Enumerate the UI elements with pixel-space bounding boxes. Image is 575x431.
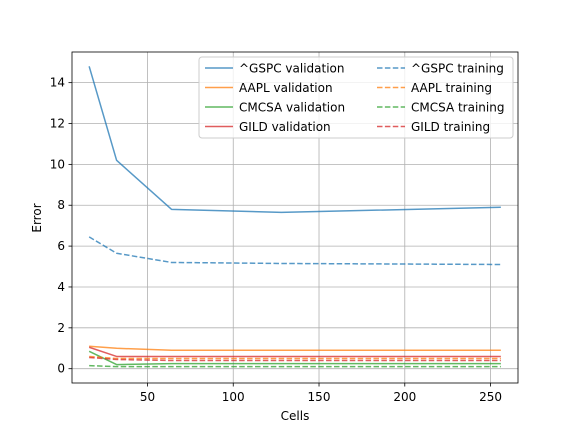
legend-box <box>198 56 514 139</box>
y-tick-label: 2 <box>57 321 65 335</box>
y-tick-label: 12 <box>50 117 65 131</box>
series-line-2 <box>88 350 501 366</box>
x-tick-label: 200 <box>393 390 416 404</box>
series-line-5 <box>89 355 501 360</box>
plot-frame <box>71 51 519 384</box>
legend-label: AAPL validation <box>239 81 333 95</box>
y-tick-label: 14 <box>50 76 65 90</box>
legend-label: GILD validation <box>239 120 331 134</box>
x-tick-label: 100 <box>222 390 245 404</box>
legend-label: CMCSA validation <box>239 101 345 115</box>
legend: ^GSPC validation AAPL validation CMCSA val… <box>198 56 514 139</box>
x-axis-label: Cells <box>281 409 310 423</box>
series-line-0 <box>88 66 501 214</box>
legend-label: GILD training <box>411 120 490 134</box>
y-tick-label: 0 <box>57 362 65 376</box>
y-tick-label: 6 <box>57 239 65 253</box>
legend-label: ^GSPC validation <box>239 62 344 76</box>
series-line-7 <box>89 356 501 362</box>
y-axis-label: Error <box>30 203 44 232</box>
series-lines <box>88 66 501 368</box>
y-tick-label: 4 <box>57 280 65 294</box>
y-tick-label: 10 <box>50 157 65 171</box>
series-line-6 <box>89 364 501 368</box>
legend-label: CMCSA training <box>411 101 504 115</box>
ticks: 50 100 150 200 250 0 2 4 6 8 10 12 14 <box>50 76 502 404</box>
x-tick-label: 250 <box>479 390 502 404</box>
legend-label: AAPL training <box>411 81 492 95</box>
series-line-4 <box>88 236 501 266</box>
x-tick-label: 50 <box>140 390 155 404</box>
x-tick-label: 150 <box>308 390 331 404</box>
y-tick-label: 8 <box>57 198 65 212</box>
series-line-3 <box>88 346 501 358</box>
series-line-1 <box>89 345 501 352</box>
legend-label: ^GSPC training <box>411 62 504 76</box>
